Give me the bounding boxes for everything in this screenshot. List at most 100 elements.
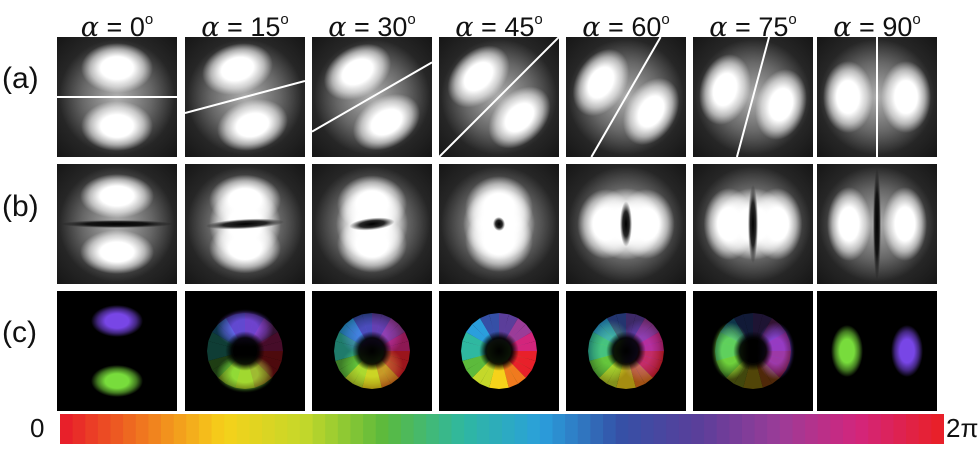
colorbar-step xyxy=(186,414,200,444)
intensity-cut-cell-30 xyxy=(312,37,432,157)
colorbar-step xyxy=(337,414,352,444)
degree-unit: o xyxy=(534,11,543,28)
mode-image xyxy=(693,291,813,411)
colorbar-step xyxy=(817,414,831,444)
row-label-a: (a) xyxy=(2,62,39,95)
colorbar-step xyxy=(880,414,895,444)
dark-node xyxy=(620,201,632,247)
dark-node xyxy=(205,218,285,230)
colorbar-step xyxy=(805,414,819,444)
lower-lobe xyxy=(81,101,153,151)
mode-image xyxy=(693,164,813,284)
phase-cell-0 xyxy=(57,291,177,411)
colorbar-step xyxy=(628,414,642,444)
alpha-symbol: α xyxy=(201,12,220,43)
upper-lobe xyxy=(323,43,392,101)
mode-image xyxy=(185,37,305,157)
cut-line xyxy=(312,61,432,133)
colorbar-step xyxy=(906,414,920,444)
colorbar-step xyxy=(262,414,276,444)
colorbar-step xyxy=(350,414,364,444)
intensity-cell-60 xyxy=(566,164,686,284)
colorbar-step xyxy=(603,414,617,444)
lower-lobe xyxy=(488,86,551,149)
vortex-core xyxy=(201,307,289,395)
colorbar-step xyxy=(653,414,667,444)
lobe xyxy=(80,174,154,218)
upper-lobe xyxy=(572,48,630,117)
intensity-cut-cell-90 xyxy=(817,37,937,157)
equals-sign: = xyxy=(99,12,130,42)
dark-node xyxy=(873,168,881,280)
mode-image xyxy=(817,37,937,157)
colorbar-step xyxy=(312,414,326,444)
colorbar-step xyxy=(148,414,162,444)
colorbar-step xyxy=(464,414,478,444)
lobe xyxy=(827,187,871,261)
row-label-b: (b) xyxy=(2,190,39,223)
mode-image xyxy=(185,164,305,284)
colorbar-step xyxy=(60,414,74,444)
cut-line xyxy=(185,79,305,115)
mode-image xyxy=(817,291,937,411)
mode-image xyxy=(312,37,432,157)
colorbar-step xyxy=(325,414,339,444)
equals-sign: = xyxy=(851,12,883,42)
intensity-cell-30 xyxy=(312,164,432,284)
phase-lobe xyxy=(891,325,923,377)
colorbar-step xyxy=(716,414,730,444)
colorbar-step xyxy=(691,414,705,444)
colorbar-step xyxy=(704,414,718,444)
colorbar-step xyxy=(97,414,112,444)
phase-cell-30 xyxy=(312,291,432,411)
row-label-c: (c) xyxy=(2,316,37,349)
colorbar-step xyxy=(123,414,137,444)
colorbar-min-label: 0 xyxy=(30,413,45,443)
colorbar-step xyxy=(590,414,604,444)
intensity-cell-90 xyxy=(817,164,937,284)
degree-unit: o xyxy=(407,11,416,28)
equals-sign: = xyxy=(727,12,759,42)
upper-lobe xyxy=(81,43,153,93)
colorbar-step xyxy=(211,414,225,444)
alpha-symbol: α xyxy=(80,12,100,43)
colorbar-step xyxy=(375,414,389,444)
colorbar-step xyxy=(236,414,251,444)
intensity-cut-cell-0 xyxy=(57,37,177,157)
colorbar-step xyxy=(110,414,124,444)
colorbar-step xyxy=(85,414,99,444)
colorbar-step xyxy=(476,414,490,444)
colorbar-step xyxy=(868,414,882,444)
lobe xyxy=(883,187,927,261)
angle-value: 0 xyxy=(129,12,145,42)
alpha-symbol: α xyxy=(833,12,852,43)
mode-image xyxy=(57,37,177,157)
mode-image xyxy=(817,164,937,284)
mode-image xyxy=(439,291,559,411)
mode-image xyxy=(312,291,432,411)
mode-image xyxy=(57,291,177,411)
colorbar-step xyxy=(135,414,149,444)
mode-image xyxy=(185,291,305,411)
phase-lobe xyxy=(831,325,863,377)
equals-sign: = xyxy=(600,12,632,42)
degree-unit: o xyxy=(788,11,797,28)
colorbar-step xyxy=(514,414,528,444)
phase-cell-15 xyxy=(185,291,305,411)
mode-image xyxy=(439,37,559,157)
colorbar-step xyxy=(400,414,415,444)
vortex-core xyxy=(328,307,416,395)
colorbar-step xyxy=(426,414,440,444)
lower-lobe xyxy=(881,61,931,133)
lower-lobe xyxy=(352,93,421,151)
phase-cell-75 xyxy=(693,291,813,411)
cut-line xyxy=(439,37,559,157)
upper-lobe xyxy=(699,54,751,125)
colorbar-step xyxy=(224,414,238,444)
lower-lobe xyxy=(755,69,807,140)
phase-cell-90 xyxy=(817,291,937,411)
colorbar-max-label: 2π xyxy=(946,413,979,443)
colorbar-step xyxy=(842,414,857,444)
mode-image xyxy=(57,164,177,284)
upper-lobe xyxy=(202,43,273,95)
